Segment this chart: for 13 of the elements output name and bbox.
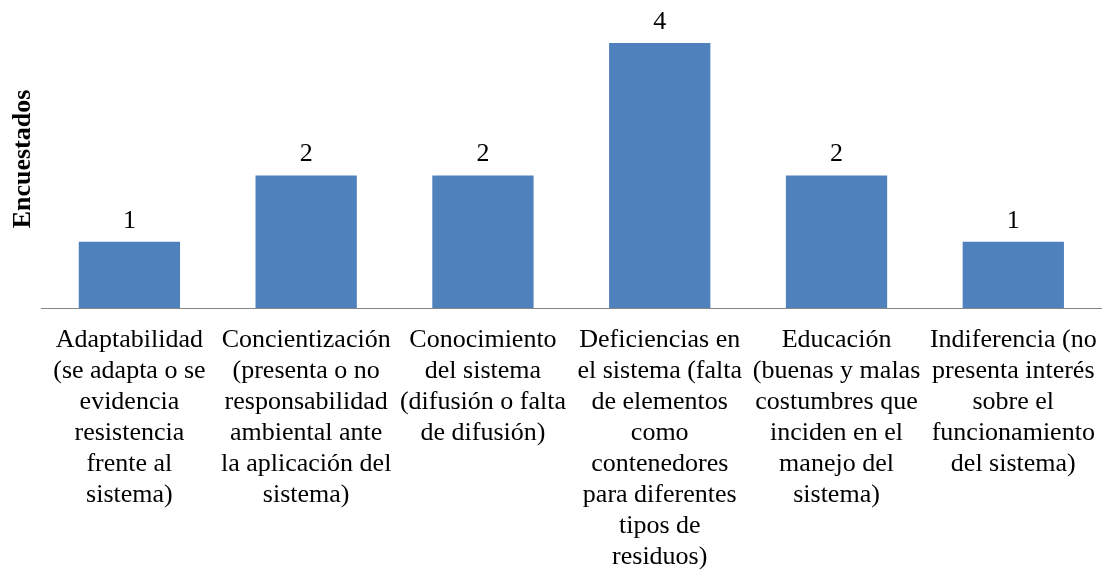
data-label: 1: [122, 204, 136, 234]
x-tick-label: Indiferencia (no presenta interés sobre el funcionamiento del sistema): [929, 324, 1097, 478]
x-tick-label: Adaptabilidad (se adapta o se evidencia resistencia frente al sistema): [53, 324, 206, 509]
y-axis-title: Encuestados: [7, 89, 37, 229]
data-label: 2: [830, 138, 844, 168]
x-tick-label: Conocimiento del sistema (difusión o falta de difusión): [399, 324, 567, 447]
data-label: 2: [299, 138, 313, 168]
x-tick-label: Deficiencias en el sistema (falta de elementos como contenedores para diferentes tipos de residuos): [577, 324, 743, 571]
x-tick-label: Educación (buenas y malas costumbres que inciden en el manejo del sistema): [752, 324, 921, 509]
x-tick-label: Concientización (presenta o no responsabilidad ambiental ante la aplicación del sistema): [220, 324, 392, 509]
data-label: 4: [653, 5, 667, 35]
data-label: 1: [1006, 204, 1020, 234]
data-label: 2: [476, 138, 490, 168]
